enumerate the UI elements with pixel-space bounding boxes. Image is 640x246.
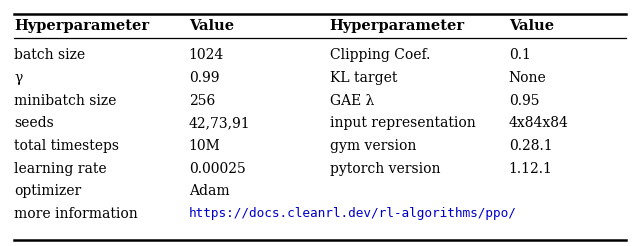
Text: 256: 256 [189,94,215,108]
Text: 0.95: 0.95 [509,94,540,108]
Text: Hyperparameter: Hyperparameter [14,19,149,33]
Text: input representation: input representation [330,116,476,130]
Text: 1024: 1024 [189,48,224,62]
Text: 4x84x84: 4x84x84 [509,116,569,130]
Text: 0.00025: 0.00025 [189,162,246,175]
Text: γ: γ [14,71,22,85]
Text: None: None [509,71,547,85]
Text: 0.99: 0.99 [189,71,220,85]
Text: 10M: 10M [189,139,221,153]
Text: seeds: seeds [14,116,54,130]
Text: https://docs.cleanrl.dev/rl-algorithms/ppo/: https://docs.cleanrl.dev/rl-algorithms/p… [189,207,516,220]
Text: more information: more information [14,207,138,221]
Text: Clipping Coef.: Clipping Coef. [330,48,430,62]
Text: Value: Value [189,19,234,33]
Text: 42,73,91: 42,73,91 [189,116,250,130]
Text: 0.1: 0.1 [509,48,531,62]
Text: GAE λ: GAE λ [330,94,374,108]
Text: optimizer: optimizer [14,184,81,198]
Text: KL target: KL target [330,71,397,85]
Text: batch size: batch size [14,48,85,62]
Text: gym version: gym version [330,139,416,153]
Text: total timesteps: total timesteps [14,139,119,153]
Text: pytorch version: pytorch version [330,162,440,175]
Text: 0.28.1: 0.28.1 [509,139,552,153]
Text: 1.12.1: 1.12.1 [509,162,553,175]
Text: minibatch size: minibatch size [14,94,116,108]
Text: Adam: Adam [189,184,229,198]
Text: Hyperparameter: Hyperparameter [330,19,465,33]
Text: learning rate: learning rate [14,162,107,175]
Text: Value: Value [509,19,554,33]
